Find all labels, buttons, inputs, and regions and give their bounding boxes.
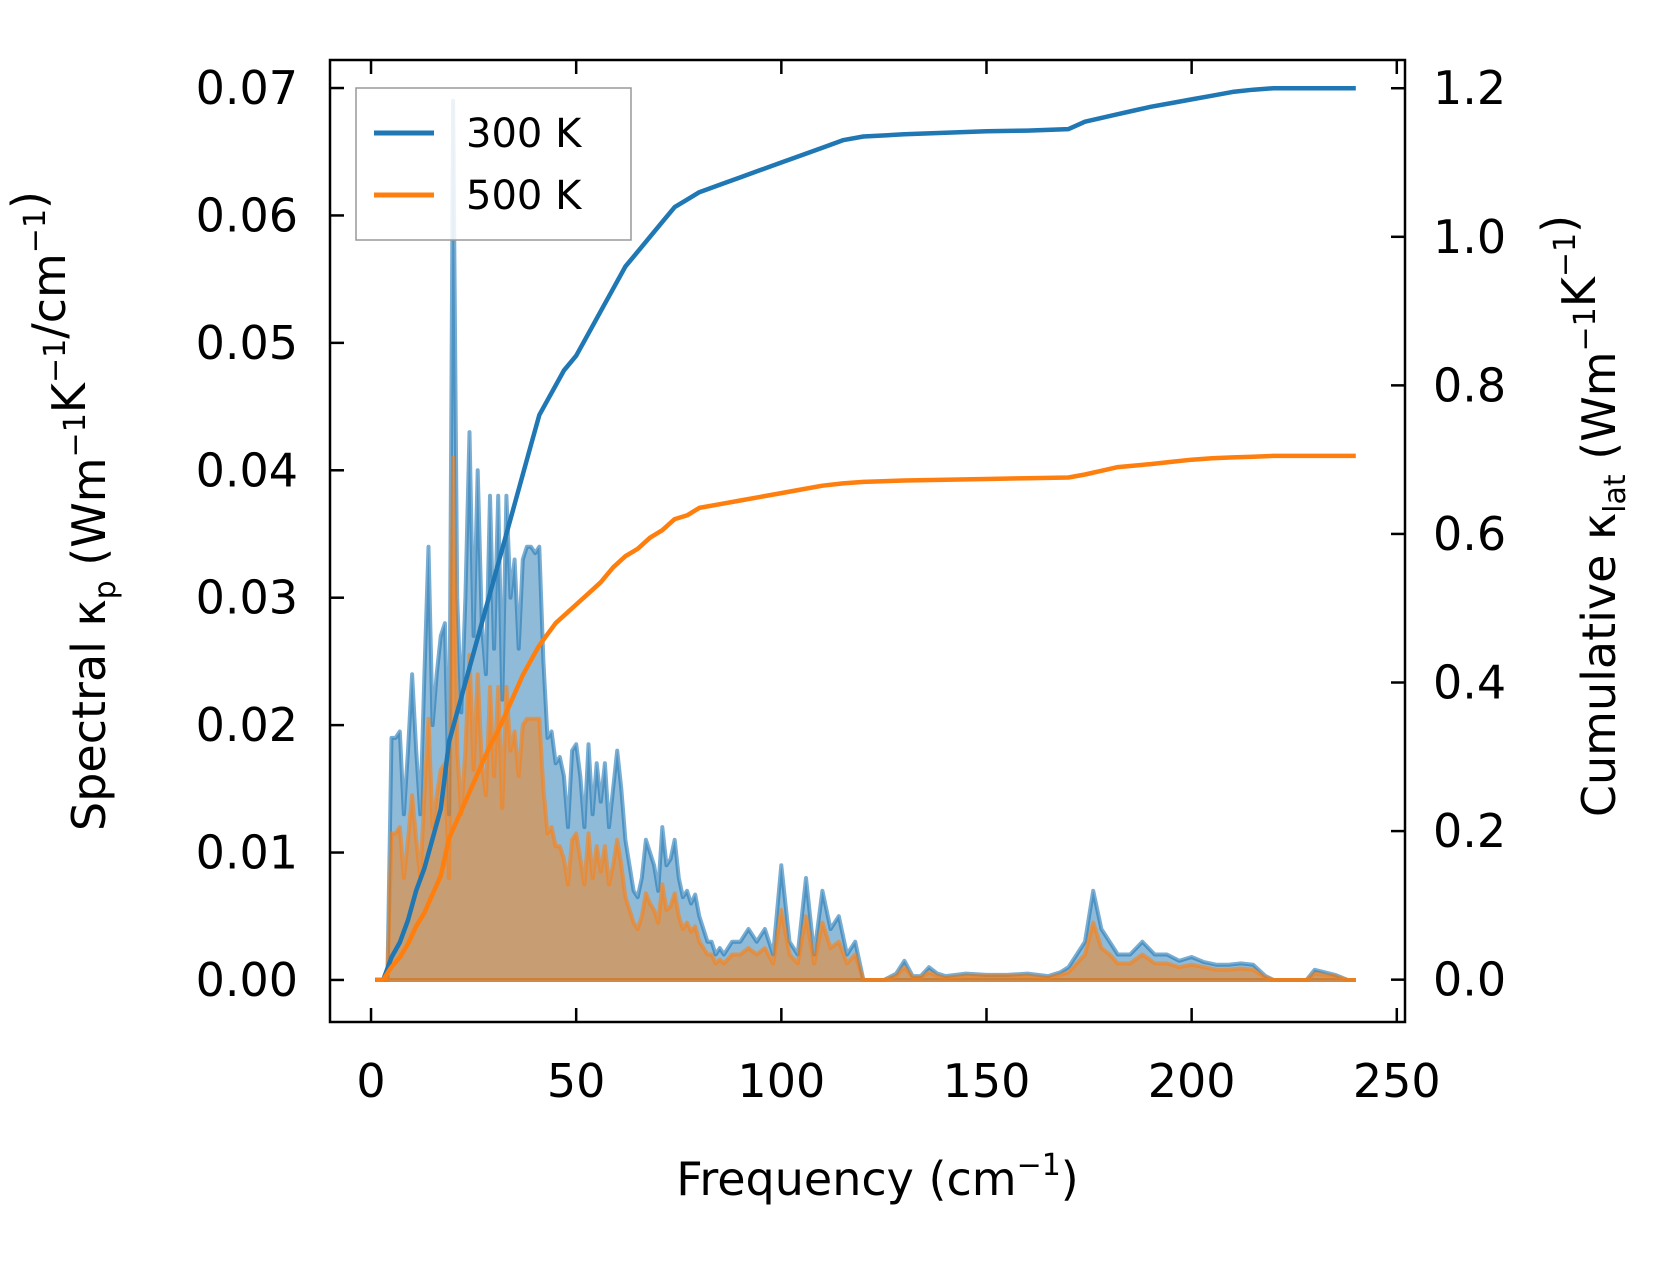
axes: 0 50 100 150 200 2500.000.010.020.030.040.050… <box>196 58 1506 1108</box>
right-y-tick-label: 1.0 <box>1433 210 1506 264</box>
right-y-axis-label-close: ) <box>1532 215 1586 233</box>
plot-area <box>375 85 1356 982</box>
x-axis-label-exp: −1 <box>1017 1148 1061 1183</box>
x-axis-label-close: ) <box>1061 1152 1079 1206</box>
left-y-axis-label-unit-exp: −1 <box>38 339 73 383</box>
right-y-tick-label: 0.2 <box>1433 804 1506 858</box>
right-y-tick-label: 0.0 <box>1433 953 1506 1007</box>
left-y-axis-label-unit-base: K <box>42 381 96 413</box>
left-y-axis-label-open: ( <box>62 548 116 581</box>
right-y-axis-label-unit-exp: −1 <box>1548 233 1583 277</box>
right-y-axis-label-unit-base: K <box>1552 275 1606 307</box>
axis-labels: Frequency (cm−1)Spectral κp (Wm−1K−1/cm−… <box>2 191 1633 1206</box>
right-y-tick-label: 0.6 <box>1433 507 1506 561</box>
left-y-tick-label: 0.04 <box>196 443 298 497</box>
left-y-tick-label: 0.00 <box>196 953 298 1007</box>
x-tick-label: 200 <box>1148 1054 1236 1108</box>
left-y-axis-label-unit-exp: −1 <box>58 413 93 457</box>
right-y-axis-label: Cumulative κlat (Wm−1K−1) <box>1532 215 1633 817</box>
x-tick-label: 150 <box>943 1054 1031 1108</box>
left-y-axis-label-unit-base: /cm <box>22 253 76 339</box>
spectral-area-500k <box>375 457 1356 980</box>
cumulative-line-500k <box>375 453 1356 982</box>
left-y-tick-label: 0.06 <box>196 188 298 242</box>
left-y-axis-label-close: ) <box>2 191 56 209</box>
x-axis-label-paren: ( <box>914 1152 947 1206</box>
left-y-tick-label: 0.03 <box>196 571 298 625</box>
right-y-axis-label-unit-base: Wm <box>1572 351 1626 441</box>
x-tick-label: 250 <box>1353 1054 1441 1108</box>
left-y-tick-label: 0.01 <box>196 826 298 880</box>
x-axis-label: Frequency (cm−1) <box>676 1148 1079 1206</box>
spectral-line-300k <box>375 98 1356 982</box>
x-axis-label-text: Frequency <box>676 1152 914 1206</box>
left-y-tick-label: 0.07 <box>196 61 298 115</box>
left-y-tick-label: 0.02 <box>196 698 298 752</box>
legend-label-300k: 300 K <box>466 111 583 157</box>
right-y-tick-label: 0.4 <box>1433 656 1506 710</box>
legend: 300 K 500 K <box>355 87 632 241</box>
x-axis-label-unit: cm <box>946 1152 1016 1206</box>
cumulative-line-300k <box>375 85 1356 982</box>
right-y-tick-label: 0.8 <box>1433 358 1506 412</box>
legend-label-500k: 500 K <box>466 173 583 219</box>
left-y-axis-label-main: Spectral κ <box>62 599 116 831</box>
right-y-tick-label: 1.2 <box>1433 61 1506 115</box>
left-y-axis-label: Spectral κp (Wm−1K−1/cm−1) <box>2 191 123 831</box>
left-y-axis-label-unit-base: Wm <box>62 457 116 547</box>
left-y-axis-label-unit-exp: −1 <box>18 209 53 253</box>
legend-box <box>355 87 632 241</box>
right-y-axis-label-sub: lat <box>1598 474 1633 513</box>
series-layer <box>375 85 1356 982</box>
right-y-axis-label-main: Cumulative κ <box>1572 513 1626 817</box>
left-y-axis-label-sub: p <box>88 580 123 599</box>
x-tick-label: 50 <box>547 1054 606 1108</box>
plot-frame <box>328 58 1407 1024</box>
x-tick-label: 0 <box>356 1054 385 1108</box>
right-y-axis-label-unit-exp: −1 <box>1568 307 1603 351</box>
right-y-axis-label-open: ( <box>1572 442 1626 475</box>
left-y-tick-label: 0.05 <box>196 316 298 370</box>
spectral-line-500k <box>375 455 1356 982</box>
x-tick-label: 100 <box>737 1054 825 1108</box>
